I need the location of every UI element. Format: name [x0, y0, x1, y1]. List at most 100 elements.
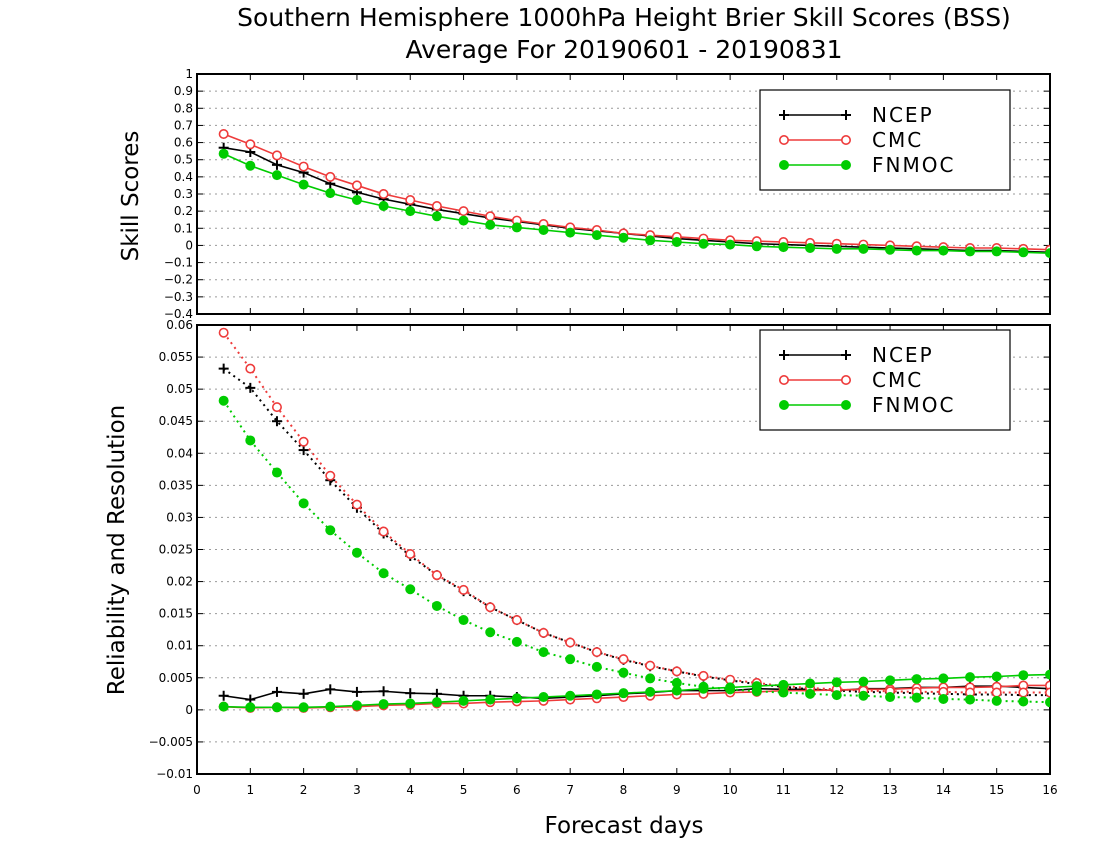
reliability-resolution-panel: −0.01 −0.005 0 0.005 0.01 0.015 0.02 0.025 0.03 0… — [149, 318, 1058, 797]
cmc-point — [458, 206, 469, 217]
ncep-resolution-point — [245, 382, 256, 393]
cmc-resolution-point — [431, 570, 442, 581]
cmc-point — [271, 150, 282, 161]
y-tick-label: 0.005 — [159, 671, 193, 685]
fnmoc-reliability-point — [218, 701, 229, 712]
cmc-point — [298, 161, 309, 172]
fnmoc-reliability-point — [885, 675, 896, 686]
fnmoc-point — [1045, 248, 1050, 259]
x-tick-label: 2 — [300, 783, 308, 797]
fnmoc-resolution-point — [911, 692, 922, 703]
y-tick-label: 0.045 — [159, 414, 193, 428]
fnmoc-reliability-point — [511, 693, 522, 704]
fnmoc-point — [938, 245, 949, 256]
fnmoc-point — [805, 243, 816, 253]
fnmoc-reliability-point — [911, 674, 922, 685]
cmc-resolution-point — [538, 627, 549, 638]
fnmoc-reliability-point — [565, 690, 576, 701]
fnmoc-resolution-point — [645, 673, 656, 684]
fnmoc-resolution-point — [431, 600, 442, 611]
legend-marker — [779, 160, 789, 170]
fnmoc-reliability-point — [431, 697, 442, 708]
legend-marker — [778, 135, 789, 146]
cmc-resolution-point — [1045, 687, 1050, 698]
fnmoc-point — [1018, 247, 1029, 258]
cmc-resolution-point — [1018, 687, 1029, 698]
y-tick-label: −0.005 — [149, 735, 193, 749]
x-tick-label: 1 — [246, 783, 254, 797]
legend-label: NCEP — [872, 103, 934, 127]
cmc-resolution-point — [405, 548, 416, 559]
series-group — [218, 129, 1050, 259]
cmc-resolution-point — [698, 670, 709, 681]
legend-marker — [779, 110, 789, 120]
y-tick-label: 0.035 — [159, 478, 193, 492]
cmc-resolution-point — [298, 436, 309, 447]
fnmoc-resolution-point — [458, 615, 469, 626]
legend-label: FNMOC — [872, 153, 955, 177]
fnmoc-point — [618, 232, 629, 243]
fnmoc-resolution-point — [831, 690, 842, 701]
fnmoc-point — [671, 237, 682, 247]
cmc-point — [218, 129, 229, 140]
fnmoc-resolution-point — [858, 690, 869, 701]
fnmoc-point — [218, 148, 229, 159]
legend-label: CMC — [872, 128, 923, 152]
fnmoc-reliability-point — [325, 701, 336, 712]
fnmoc-reliability-point — [538, 692, 549, 703]
fnmoc-resolution-point — [778, 687, 789, 698]
fnmoc-resolution-point — [378, 568, 389, 579]
legend-marker — [841, 350, 851, 360]
x-tick-label: 9 — [673, 783, 681, 797]
x-tick-label: 11 — [776, 783, 791, 797]
cmc-point — [405, 195, 416, 206]
y-tick-label: 0.8 — [174, 101, 193, 115]
legend-marker — [840, 135, 851, 146]
x-tick-label: 10 — [722, 783, 737, 797]
cmc-resolution-point — [591, 647, 602, 658]
fnmoc-resolution-line — [222, 400, 1050, 704]
legend-marker — [779, 400, 789, 410]
fnmoc-point — [405, 206, 416, 217]
fnmoc-point — [298, 179, 309, 190]
cmc-resolution-point — [218, 327, 229, 338]
y-tick-label: 0.025 — [159, 543, 193, 557]
chart-title: Southern Hemisphere 1000hPa Height Brier… — [237, 3, 1011, 32]
fnmoc-point — [831, 243, 842, 254]
x-tick-label: 15 — [989, 783, 1004, 797]
ncep-reliability-point — [351, 686, 362, 697]
bottom-y-axis-label: Reliability and Resolution — [104, 405, 130, 695]
y-tick-label: 0.05 — [166, 382, 193, 396]
y-tick-label: 0.02 — [166, 575, 193, 589]
fnmoc-resolution-point — [325, 525, 336, 536]
cmc-point — [378, 189, 389, 200]
ncep-reliability-point — [298, 688, 309, 699]
legend-label: CMC — [872, 368, 923, 392]
fnmoc-point — [538, 225, 549, 235]
y-tick-label: 0.2 — [174, 204, 193, 218]
fnmoc-point — [378, 201, 389, 211]
cmc-point — [325, 171, 336, 182]
cmc-resolution-point — [378, 526, 389, 537]
fnmoc-resolution-point — [991, 695, 1002, 706]
cmc-point — [351, 180, 362, 191]
ncep-resolution-line — [223, 367, 1050, 697]
fnmoc-point — [778, 242, 789, 253]
fnmoc-point — [698, 238, 709, 249]
fnmoc-resolution-point — [698, 681, 709, 692]
x-tick-label: 6 — [513, 783, 521, 797]
cmc-resolution-point — [511, 615, 522, 626]
y-tick-label: 0.055 — [159, 350, 193, 364]
fnmoc-resolution-point — [485, 627, 496, 638]
cmc-resolution-point — [645, 660, 656, 671]
fnmoc-resolution-point — [591, 661, 602, 672]
x-tick-label: 7 — [566, 783, 574, 797]
fnmoc-point — [885, 244, 896, 255]
cmc-point — [485, 211, 496, 222]
fnmoc-resolution-point — [298, 498, 309, 509]
fnmoc-resolution-point — [218, 395, 229, 406]
fnmoc-point — [271, 170, 282, 181]
y-tick-label: 0.015 — [159, 607, 193, 621]
y-tick-label: −0.2 — [164, 273, 193, 287]
